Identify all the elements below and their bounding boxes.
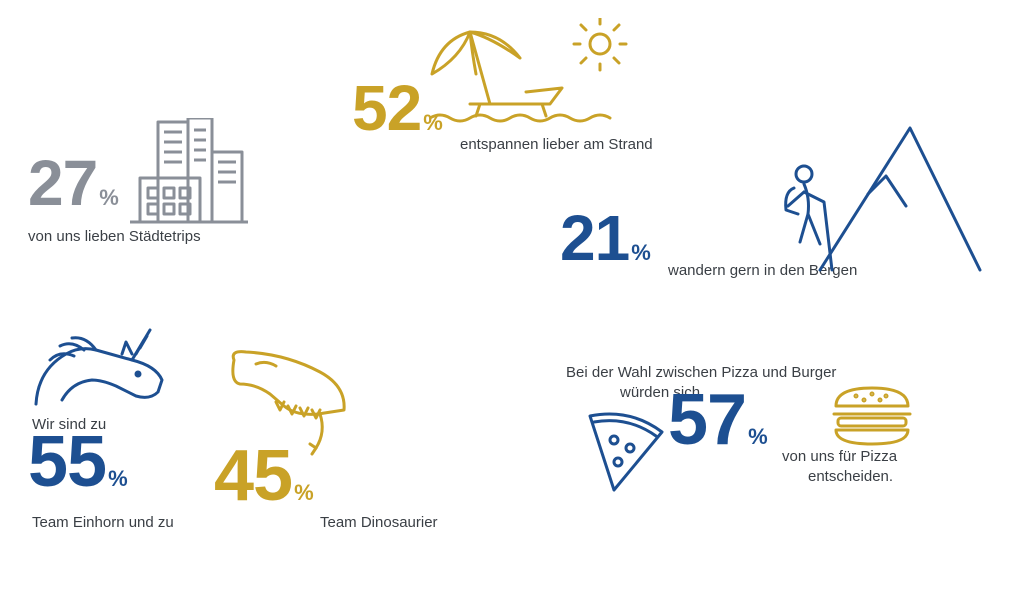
stat-unicorn: 55%	[28, 430, 128, 495]
stat-hike: 21%	[560, 210, 651, 268]
beach-value: 52	[352, 72, 421, 144]
buildings-icon	[130, 118, 250, 230]
unicorn-value: 55	[28, 422, 106, 502]
stat-pizza: 57%	[668, 388, 768, 453]
hike-value: 21	[560, 202, 629, 274]
dino-label: Team Dinosaurier	[320, 514, 438, 533]
unicorn-label: Team Einhorn und zu	[32, 514, 174, 533]
burger-icon	[830, 384, 914, 448]
beach-label: entspannen lieber am Strand	[460, 136, 653, 155]
city-value: 27	[28, 147, 97, 219]
dino-pct: %	[294, 480, 314, 505]
pizza-slice-icon	[580, 404, 670, 494]
stat-city: 27%	[28, 155, 119, 213]
infographic-stage: 27% von uns lieben Städtetrips 52%	[0, 0, 1024, 597]
city-label: von uns lieben Städtetrips	[28, 228, 201, 247]
pizza-label2: entscheiden.	[808, 468, 893, 487]
pizza-label1: von uns für Pizza	[782, 448, 897, 467]
hike-pct: %	[631, 240, 651, 265]
dino-value: 45	[214, 436, 292, 516]
pizza-value: 57	[668, 380, 746, 460]
pizza-pct: %	[748, 424, 768, 449]
stat-dino: 45%	[214, 444, 314, 509]
unicorn-pct: %	[108, 466, 128, 491]
unicorn-icon	[32, 320, 172, 410]
city-pct: %	[99, 185, 119, 210]
hiker-mountain-icon	[760, 110, 990, 280]
beach-icon	[430, 18, 640, 128]
